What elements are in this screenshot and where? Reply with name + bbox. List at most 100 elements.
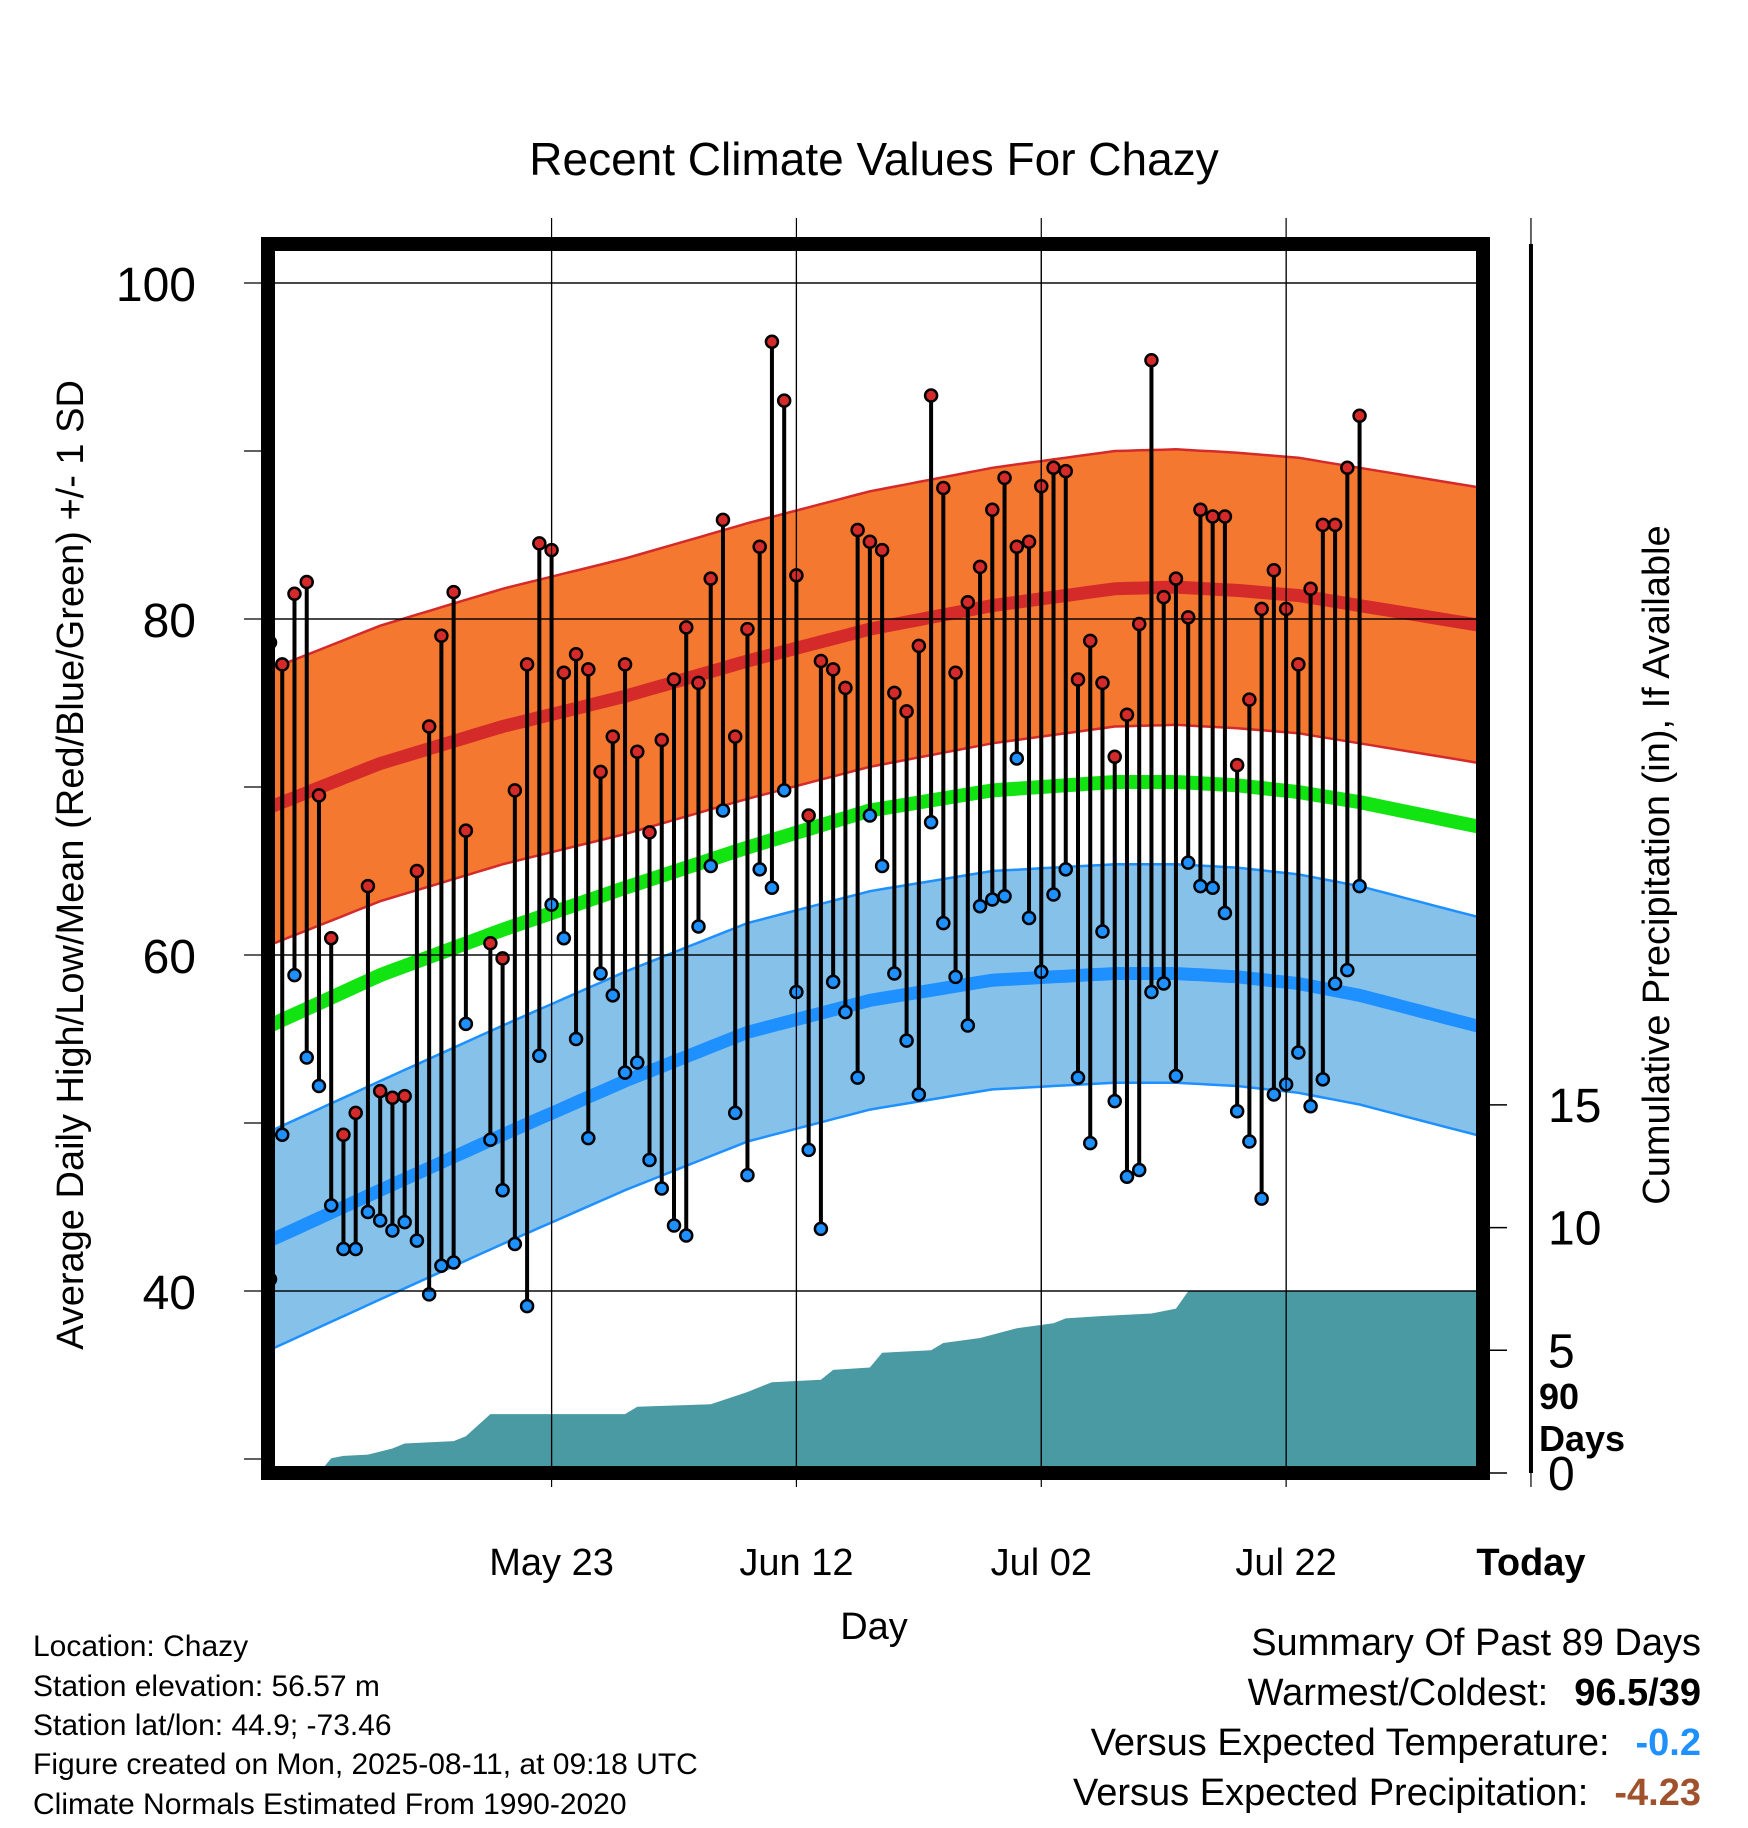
obs-high-point (937, 482, 949, 494)
obs-high-point (362, 880, 374, 892)
obs-low-point (1133, 1164, 1145, 1176)
obs-low-point (1170, 1070, 1182, 1082)
obs-high-point (1243, 694, 1255, 706)
obs-low-point (1158, 978, 1170, 990)
obs-high-point (1329, 519, 1341, 531)
obs-high-point (1268, 564, 1280, 576)
obs-high-point (741, 623, 753, 635)
obs-high-point (1194, 504, 1206, 516)
obs-low-point (1109, 1095, 1121, 1107)
obs-high-point (509, 784, 521, 796)
obs-low-point (937, 917, 949, 929)
obs-high-point (1109, 751, 1121, 763)
y-tick-label: 60 (143, 931, 196, 984)
obs-high-point (570, 648, 582, 660)
obs-low-point (411, 1235, 423, 1247)
temperature-value: -0.2 (1636, 1722, 1701, 1765)
precipitation-value: -4.23 (1614, 1772, 1701, 1815)
obs-high-point (1011, 541, 1023, 553)
obs-high-point (607, 731, 619, 743)
x-tick-label: Jun 12 (739, 1542, 853, 1584)
summary-warmest-coldest: Warmest/Coldest: 96.5/39 (1248, 1672, 1701, 1715)
obs-low-point (313, 1080, 325, 1092)
obs-high-point (778, 395, 790, 407)
obs-low-point (448, 1256, 460, 1268)
obs-high-point (999, 472, 1011, 484)
obs-low-point (950, 971, 962, 983)
obs-low-point (656, 1183, 668, 1195)
summary-temperature: Versus Expected Temperature: -0.2 (1091, 1722, 1701, 1765)
obs-high-point (521, 658, 533, 670)
y-tick-label: 100 (116, 259, 196, 312)
obs-high-point (1219, 511, 1231, 523)
obs-low-point (1207, 882, 1219, 894)
obs-low-point (374, 1214, 386, 1226)
obs-high-point (558, 667, 570, 679)
obs-low-point (1072, 1072, 1084, 1084)
obs-low-point (619, 1067, 631, 1079)
obs-high-point (631, 746, 643, 758)
obs-high-point (680, 621, 692, 633)
obs-high-point (1133, 618, 1145, 630)
obs-high-point (913, 640, 925, 652)
obs-high-point (986, 504, 998, 516)
obs-low-point (1305, 1100, 1317, 1112)
obs-low-point (1317, 1073, 1329, 1085)
obs-low-point (668, 1219, 680, 1231)
obs-high-point (656, 734, 668, 746)
obs-low-point (876, 860, 888, 872)
obs-low-point (582, 1132, 594, 1144)
obs-high-point (1170, 573, 1182, 585)
obs-low-point (288, 969, 300, 981)
obs-low-point (1341, 964, 1353, 976)
summary-precipitation: Versus Expected Precipitation: -4.23 (1073, 1772, 1701, 1815)
obs-low-point (595, 967, 607, 979)
obs-high-point (325, 932, 337, 944)
obs-high-point (803, 810, 815, 822)
obs-low-point (680, 1230, 692, 1242)
obs-high-point (852, 524, 864, 536)
obs-low-point (399, 1216, 411, 1228)
obs-high-point (533, 537, 545, 549)
obs-low-point (839, 1006, 851, 1018)
obs-high-point (888, 687, 900, 699)
temperature-label: Versus Expected Temperature: (1091, 1722, 1610, 1765)
obs-low-point (497, 1184, 509, 1196)
obs-low-point (460, 1018, 472, 1030)
x-axis-label: Day (840, 1606, 908, 1648)
obs-high-point (435, 630, 447, 642)
obs-low-point (803, 1144, 815, 1156)
obs-high-point (374, 1085, 386, 1097)
obs-high-point (1023, 536, 1035, 548)
obs-low-point (888, 967, 900, 979)
precipitation-label: Versus Expected Precipitation: (1073, 1772, 1588, 1815)
obs-high-point (1048, 462, 1060, 474)
warmest-coldest-label: Warmest/Coldest: (1248, 1672, 1549, 1715)
footer-normals: Climate Normals Estimated From 1990-2020 (33, 1788, 627, 1822)
obs-high-point (301, 576, 313, 588)
obs-high-point (276, 658, 288, 670)
obs-high-point (411, 865, 423, 877)
obs-low-point (276, 1129, 288, 1141)
x-tick-label: May 23 (489, 1542, 614, 1584)
obs-low-point (1354, 880, 1366, 892)
obs-high-point (766, 336, 778, 348)
obs-low-point (1268, 1088, 1280, 1100)
y2-tick-label: 0 (1548, 1448, 1575, 1501)
obs-high-point (619, 658, 631, 670)
obs-low-point (1145, 986, 1157, 998)
obs-high-point (497, 952, 509, 964)
obs-high-point (484, 937, 496, 949)
obs-low-point (827, 976, 839, 988)
obs-high-point (1292, 658, 1304, 670)
obs-low-point (362, 1206, 374, 1218)
obs-high-point (876, 544, 888, 556)
today-marker-label: 90 (1539, 1376, 1579, 1417)
obs-high-point (1121, 709, 1133, 721)
obs-low-point (754, 863, 766, 875)
obs-high-point (423, 721, 435, 733)
obs-low-point (913, 1088, 925, 1100)
obs-low-point (337, 1243, 349, 1255)
obs-high-point (1182, 611, 1194, 623)
x-tick-label: Today (1476, 1542, 1585, 1584)
